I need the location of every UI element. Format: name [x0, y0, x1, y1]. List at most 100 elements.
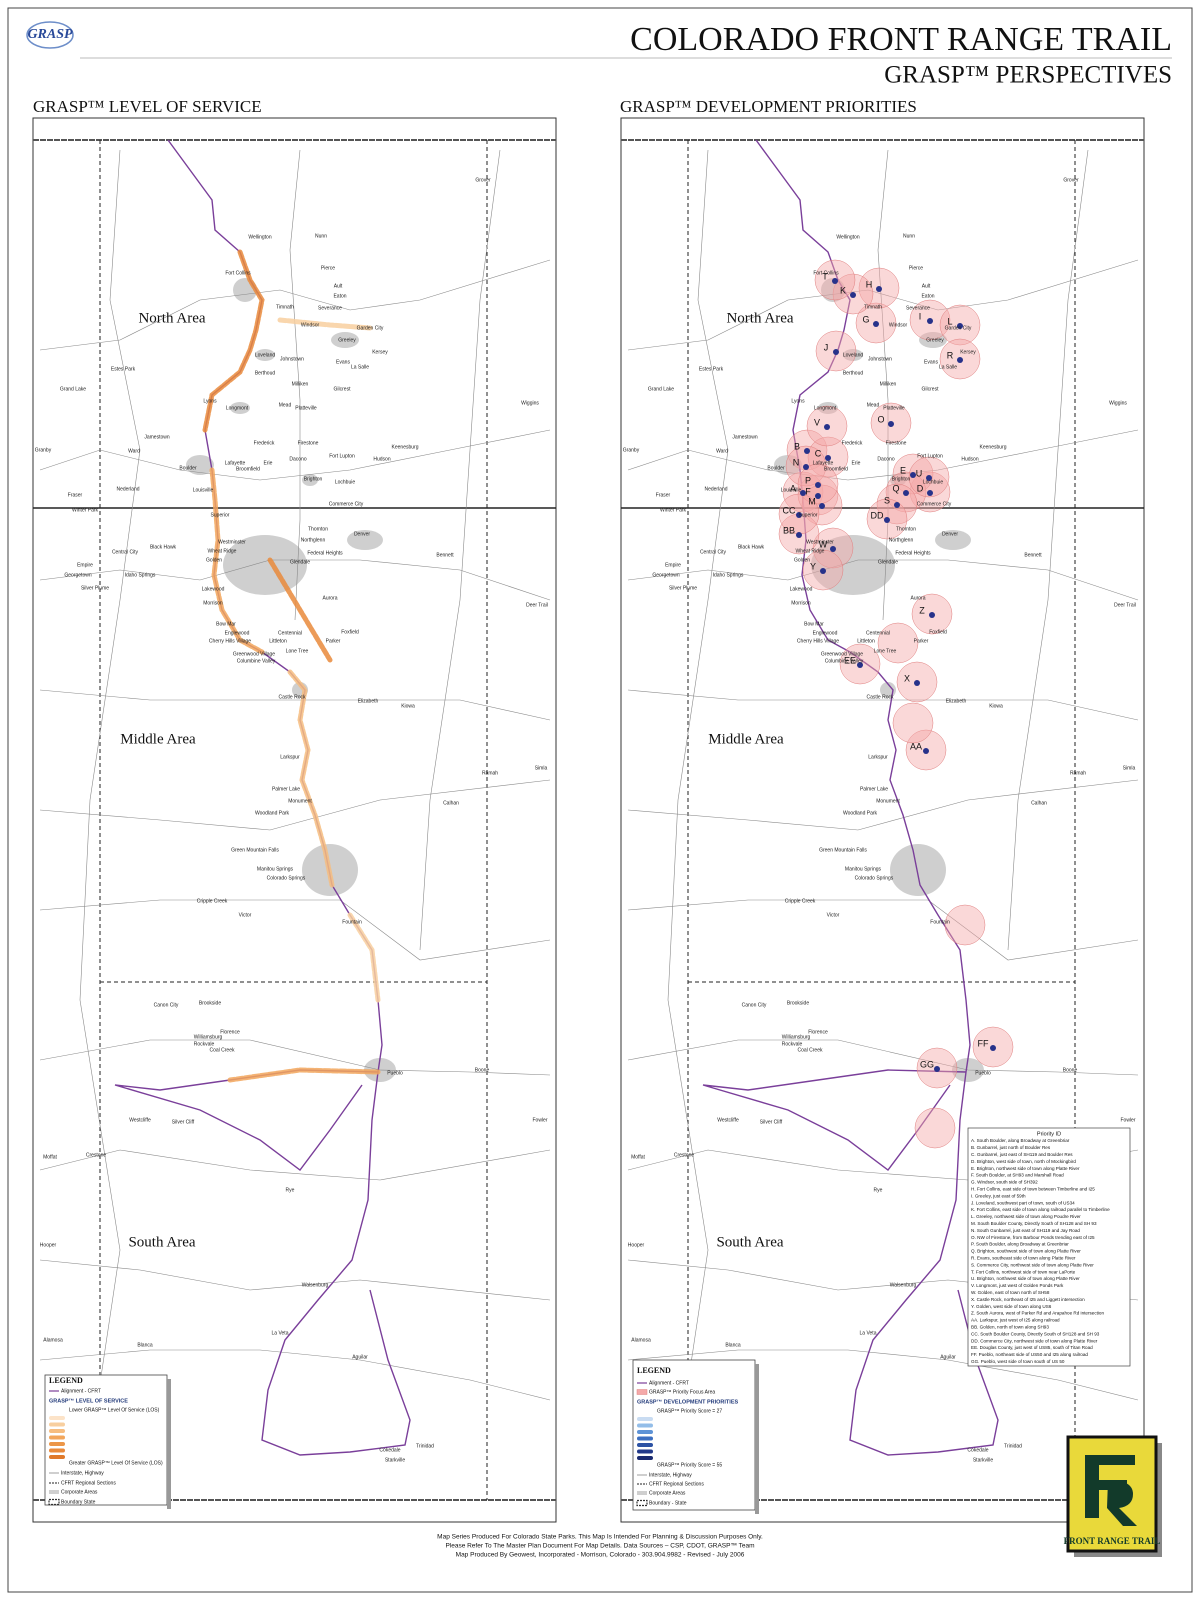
corporate-area: [818, 402, 838, 414]
town-label: Golden: [794, 557, 810, 563]
road: [627, 689, 1139, 721]
area-label: Middle Area: [708, 731, 784, 747]
priority-marker: B: [794, 441, 800, 451]
priority-item: E. Brighton, northwest side of town alon…: [971, 1166, 1080, 1171]
town-label: Bow Mar: [216, 621, 236, 627]
los-segment: [347, 912, 381, 1003]
town-label: Rye: [286, 1187, 295, 1193]
town-label: Kiowa: [989, 703, 1003, 709]
road: [39, 429, 551, 481]
town-label: Fowler: [532, 1117, 547, 1123]
priority-marker: GG: [920, 1059, 934, 1069]
town-label: Brighton: [304, 476, 323, 482]
priority-marker: O: [877, 414, 884, 424]
priority-item: CC. South Boulder County, Directly South…: [971, 1331, 1100, 1336]
road: [39, 689, 551, 721]
town-label: Firestone: [298, 440, 319, 446]
priority-point: [850, 292, 856, 298]
town-label: Cherry Hills Village: [797, 638, 839, 644]
priority-item: K. Fort Collins, east side of town along…: [971, 1207, 1110, 1212]
logo: GRASP: [27, 27, 73, 42]
town-label: Trinidad: [416, 1443, 434, 1449]
town-label: Manitou Springs: [257, 866, 294, 872]
town-label: Gilcrest: [922, 386, 940, 392]
town-label: Walsenburg: [890, 1282, 917, 1288]
town-label: Denver: [354, 531, 370, 537]
town-label: Starkville: [973, 1457, 994, 1463]
priority-marker: J: [824, 342, 829, 352]
town-label: Larkspur: [868, 754, 888, 760]
town-label: Ward: [716, 448, 728, 454]
town-label: Georgetown: [64, 572, 91, 578]
town-label: Boone: [1063, 1067, 1078, 1073]
town-label: Rockvale: [194, 1041, 215, 1047]
priority-marker: EE: [844, 655, 856, 665]
legend-swatch: [49, 1490, 59, 1494]
road: [627, 1349, 1139, 1401]
corporate-area: [843, 349, 863, 361]
town-label: Williamsburg: [194, 1034, 223, 1040]
town-label: Woodland Park: [843, 810, 878, 816]
town-label: Littleton: [269, 638, 287, 644]
priority-marker: FF: [978, 1038, 989, 1048]
legend-swatch: [49, 1442, 65, 1446]
town-label: Castle Rock: [279, 694, 306, 700]
town-label: Wellington: [248, 234, 271, 240]
town-label: Moffat: [43, 1154, 57, 1160]
los-segment: [267, 557, 333, 663]
priority-box: [967, 1127, 1131, 1367]
priority-point: [926, 475, 932, 481]
priority-title: Priority ID: [1037, 1131, 1061, 1137]
town-label: Black Hawk: [150, 544, 177, 550]
legend-shadow: [167, 1379, 171, 1509]
town-label: Walsenburg: [302, 1282, 329, 1288]
legend-swatch: [637, 1456, 653, 1460]
priority-item: I. Greeley, just east of 59th: [971, 1193, 1026, 1198]
road: [419, 149, 501, 951]
town-label: Fraser: [68, 492, 83, 498]
town-label: Ramah: [1070, 770, 1086, 776]
priority-marker: Z: [919, 605, 925, 615]
priority-point: [820, 568, 826, 574]
priority-point: [910, 472, 916, 478]
priority-marker: A: [790, 483, 796, 493]
trail: [755, 139, 999, 1456]
town-label: Ward: [128, 448, 140, 454]
priority-marker: CC: [783, 505, 796, 515]
town-label: Fraser: [656, 492, 671, 498]
priority-marker: W: [819, 539, 828, 549]
priority-point: [957, 323, 963, 329]
town-label: Winter Park: [72, 507, 99, 513]
town-label: Evans: [924, 359, 938, 365]
priority-marker: T: [822, 271, 828, 281]
town-label: Silver Plume: [669, 585, 697, 591]
priority-item: A. South Boulder, along Broadway at Gree…: [971, 1138, 1070, 1143]
legend-label: Boundary State: [61, 1499, 96, 1505]
town-label: Mead: [279, 402, 292, 408]
town-label: Larkspur: [280, 754, 300, 760]
los-segment: [202, 249, 265, 433]
footer: Please Refer To The Master Plan Document…: [445, 1543, 754, 1550]
town-label: Crestone: [674, 1152, 695, 1158]
legend-swatch: [49, 1429, 65, 1433]
town-label: Pierce: [321, 265, 335, 271]
legend-label: GRASP™ DEVELOPMENT PRIORITIES: [637, 1399, 738, 1405]
town-label: Florence: [808, 1029, 828, 1035]
priority-marker: DD: [871, 510, 884, 520]
town-label: Windsor: [889, 322, 908, 328]
town-label: Northglenn: [301, 537, 326, 543]
priority-item: T. Fort Collins, northwest side of town …: [971, 1269, 1076, 1274]
legend-swatch: [636, 1389, 648, 1395]
map-los: Grover Wellington Nunn Pierce Fort Collins Au…: [32, 117, 557, 1523]
subtitle: GRASP™ PERSPECTIVES: [884, 62, 1172, 89]
town-label: Pueblo: [975, 1070, 991, 1076]
town-label: Lyons: [791, 398, 805, 404]
town-label: Columbine Valley: [825, 658, 864, 664]
town-label: Berthoud: [843, 370, 864, 376]
legend-swatch: [637, 1436, 653, 1441]
town-label: Calhan: [443, 800, 459, 806]
town-label: Greenwood Village: [821, 651, 863, 657]
priority-point: [815, 493, 821, 499]
legend-box: [632, 1359, 756, 1511]
priority-item: H. Fort Collins, east side of town betwe…: [971, 1187, 1095, 1192]
